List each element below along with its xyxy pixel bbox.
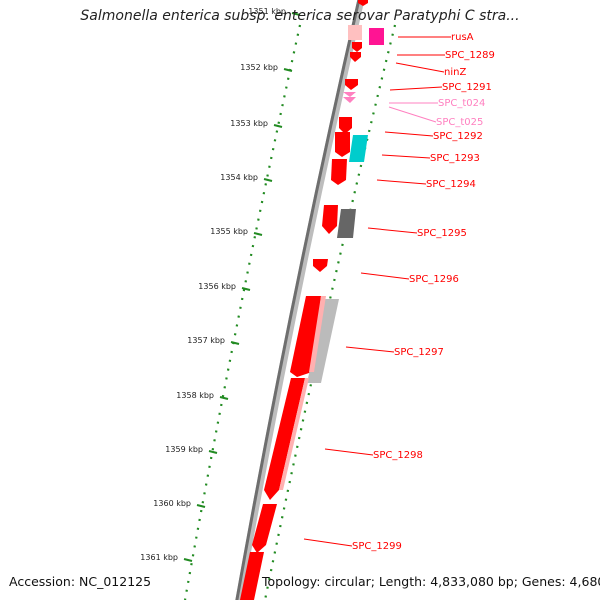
scale-tick-label: 1358 kbp <box>176 391 214 400</box>
gene-feature-1296 <box>313 259 328 272</box>
gene-label: SPC_1292 <box>433 131 483 142</box>
label-leader-line <box>388 106 437 123</box>
scale-tick-label: 1361 kbp <box>140 553 178 562</box>
gene-shade <box>309 296 326 372</box>
label-leader-line <box>367 227 418 234</box>
scale-tick-label: 1355 kbp <box>210 227 248 236</box>
topology-summary: Topology: circular; Length: 4,833,080 bp… <box>262 574 600 589</box>
major-tick <box>208 450 218 454</box>
label-leader-line <box>381 154 431 159</box>
label-leader-line <box>395 62 445 73</box>
map-title: Salmonella enterica subsp. enterica sero… <box>80 8 520 24</box>
gene-label: SPC_1295 <box>417 228 467 239</box>
gene-feature-1294 <box>322 205 338 234</box>
backbone-shadow <box>235 0 365 600</box>
gene-shade <box>279 378 309 490</box>
gene-feature-t024 <box>343 92 356 97</box>
scale-tick-label: 1351 kbp <box>248 7 286 16</box>
label-leader-line <box>345 346 395 353</box>
scale-tick-label: 1354 kbp <box>220 173 258 182</box>
accession-label: Accession: NC_012125 <box>9 574 152 589</box>
scale-tick-label: 1356 kbp <box>198 282 236 291</box>
gene-feature-1291 <box>345 79 358 90</box>
major-tick <box>253 232 263 236</box>
major-tick <box>183 558 193 562</box>
gene-feature-t025 <box>343 97 356 103</box>
major-tick <box>219 396 229 400</box>
scale-tick-label: 1352 kbp <box>240 63 278 72</box>
label-leader-line <box>376 179 427 185</box>
scale-tick-label: 1360 kbp <box>153 499 191 508</box>
gene-label: SPC_1289 <box>445 50 495 61</box>
gene-feature-1293c <box>349 135 368 162</box>
major-tick <box>273 124 283 128</box>
label-leader-line <box>389 86 443 91</box>
gene-label: SPC_1298 <box>373 450 423 461</box>
gene-label: SPC_1293 <box>430 153 480 164</box>
major-tick <box>196 504 206 508</box>
gene-feature-1289 <box>352 42 362 52</box>
gene-feature-1293 <box>331 159 347 185</box>
gene-label: SPC_1296 <box>409 274 459 285</box>
gene-label: SPC_1299 <box>352 541 402 552</box>
gene-feature-1295g <box>337 209 356 238</box>
inner-tick-ring <box>263 24 397 600</box>
gene-feature-ninZ <box>350 52 361 62</box>
label-leader-line <box>324 448 374 456</box>
gene-label: SPC_1291 <box>442 82 492 93</box>
scale-tick-label: 1357 kbp <box>187 336 225 345</box>
label-leader-line <box>384 131 434 137</box>
scale-tick-label: 1353 kbp <box>230 119 268 128</box>
outer-tick-ring <box>183 24 302 600</box>
major-tick <box>241 287 251 291</box>
gene-feature-magenta <box>369 28 384 45</box>
genome-backbone <box>235 0 361 600</box>
gene-feature-1292b <box>335 132 350 157</box>
gene-label: SPC_t024 <box>438 98 485 109</box>
major-tick <box>283 68 293 72</box>
major-tick <box>263 178 273 182</box>
gene-label: rusA <box>451 32 474 43</box>
gene-label: SPC_1294 <box>426 179 476 190</box>
gene-feature-1299b <box>240 552 264 600</box>
gene-label: ninZ <box>444 67 466 78</box>
gene-feature-rusA <box>358 0 368 6</box>
gene-label: SPC_1297 <box>394 347 444 358</box>
major-tick <box>291 12 301 16</box>
gene-feature-pink-box <box>348 25 362 40</box>
major-tick <box>230 341 240 345</box>
label-leader-line <box>360 272 410 280</box>
gene-feature-1292a <box>339 117 352 134</box>
gene-feature-1298 <box>264 378 305 500</box>
scale-tick-label: 1359 kbp <box>165 445 203 454</box>
gene-label: SPC_t025 <box>436 117 483 128</box>
gene-feature-1299a <box>252 504 277 553</box>
label-leader-line <box>303 538 353 547</box>
